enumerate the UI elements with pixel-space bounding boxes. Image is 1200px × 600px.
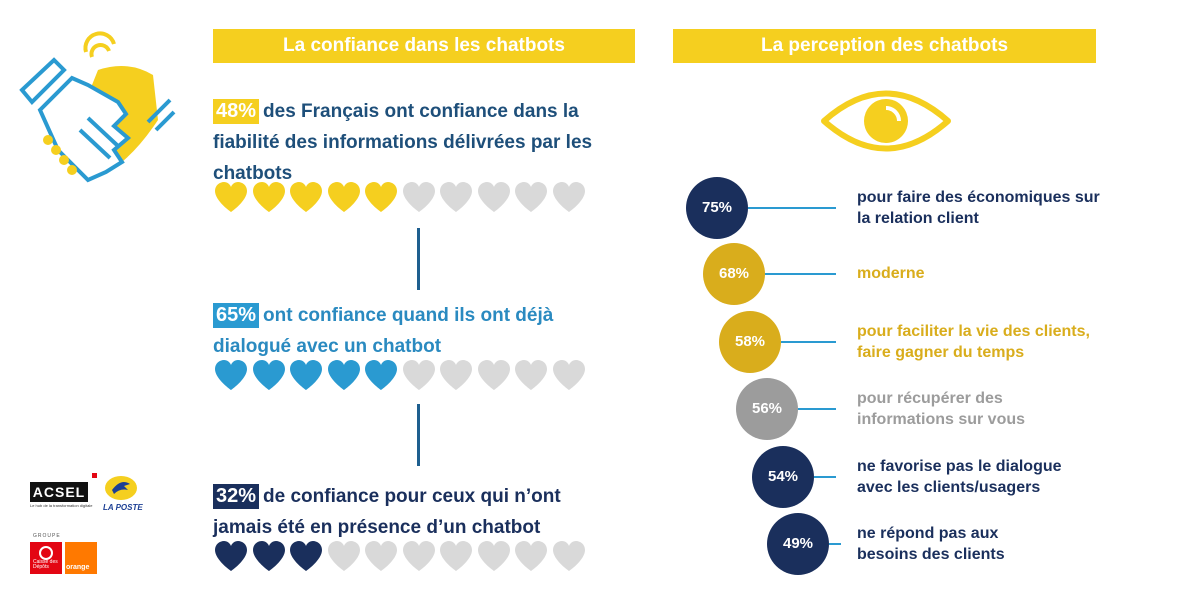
groupe-label: GROUPE <box>33 533 61 539</box>
perception-text-4: pour récupérer des informations sur vous <box>857 390 1026 428</box>
perception-text-5: ne favorise pas le dialogue avec les cli… <box>857 458 1062 496</box>
heart-icon <box>515 182 547 212</box>
heart-icon <box>290 541 322 571</box>
heart-icon <box>215 360 247 390</box>
perception-circle-2: 68% <box>703 243 765 305</box>
handshake-icon <box>19 31 176 183</box>
heart-icon <box>365 541 397 571</box>
orange-text: orange <box>66 564 90 571</box>
perception-circle-6: 49% <box>767 513 829 575</box>
perception-connector-5 <box>814 476 836 478</box>
laposte-logo <box>105 476 137 500</box>
stat-block-1: 48% des Français ont confiance dans la fi… <box>213 96 623 189</box>
heart-icon <box>477 541 510 571</box>
stat-percent: 48% <box>213 99 260 124</box>
heart-icon <box>515 541 547 571</box>
perception-connector-2 <box>765 273 836 275</box>
perception-connector-3 <box>781 341 836 343</box>
stat-percent: 32% <box>213 484 260 509</box>
stat-block-2: 65% ont confiance quand ils ont déjà dial… <box>213 300 623 362</box>
perception-circle-5: 54% <box>752 446 814 508</box>
stat-block-3: 32% de confiance pour ceux qui n’ont jama… <box>213 481 623 543</box>
heart-icon <box>515 360 547 390</box>
heart-icon <box>440 360 472 390</box>
perception-circle-1: 75% <box>686 177 748 239</box>
perception-circle-3: 58% <box>719 311 781 373</box>
perception-connector-6 <box>829 543 841 545</box>
perception-text-1: pour faire des économiques sur la relati… <box>857 189 1100 227</box>
caisse-des-depots-logo <box>30 542 62 574</box>
acsel-logo-accent <box>92 473 97 478</box>
header-confiance: La confiance dans les chatbots <box>213 29 635 63</box>
perception-connector-4 <box>798 408 836 410</box>
heart-icon <box>552 541 585 571</box>
heart-icon <box>552 182 585 212</box>
heart-icon <box>440 182 472 212</box>
connector-line-2 <box>417 404 420 466</box>
heart-icon <box>327 360 360 390</box>
heart-icon <box>440 541 472 571</box>
heart-icon <box>327 541 360 571</box>
heart-icon <box>252 360 285 390</box>
heart-icon <box>402 182 435 212</box>
perception-circle-4: 56% <box>736 378 798 440</box>
heart-icon <box>215 182 247 212</box>
perception-text-6: ne répond pas aux besoins des clients <box>857 525 1005 563</box>
laposte-text: LA POSTE <box>103 503 143 512</box>
caisse-des-depots-text: Caisse des Dépôts <box>33 559 58 570</box>
heart-icon <box>477 182 510 212</box>
acsel-tagline: Le hub de la transformation digitale <box>30 503 93 508</box>
heart-icon <box>290 360 322 390</box>
heart-icon <box>402 541 435 571</box>
heart-icon <box>477 360 510 390</box>
heart-icon <box>552 360 585 390</box>
perception-connector-1 <box>748 207 836 209</box>
heart-icon <box>252 541 285 571</box>
orange-logo <box>65 542 97 574</box>
heart-icon <box>365 182 397 212</box>
heart-icon <box>365 360 397 390</box>
stat-text: de confiance pour ceux qui n’ont jamais … <box>213 486 561 538</box>
stat-text: ont confiance quand ils ont déjà dialogu… <box>213 305 554 357</box>
connector-line-1 <box>417 228 420 290</box>
eye-icon <box>821 90 951 152</box>
stat-percent: 65% <box>213 303 260 328</box>
header-perception: La perception des chatbots <box>673 29 1096 63</box>
stat-text: des Français ont confiance dans la fiabi… <box>213 101 593 184</box>
acsel-logo: ACSEL <box>30 482 88 502</box>
heart-icon <box>402 360 435 390</box>
heart-icon <box>327 182 360 212</box>
heart-icon <box>252 182 285 212</box>
perception-text-2: moderne <box>857 265 925 282</box>
heart-icon <box>215 541 247 571</box>
perception-text-3: pour faciliter la vie des clients, faire… <box>857 323 1090 361</box>
heart-icon <box>290 182 322 212</box>
